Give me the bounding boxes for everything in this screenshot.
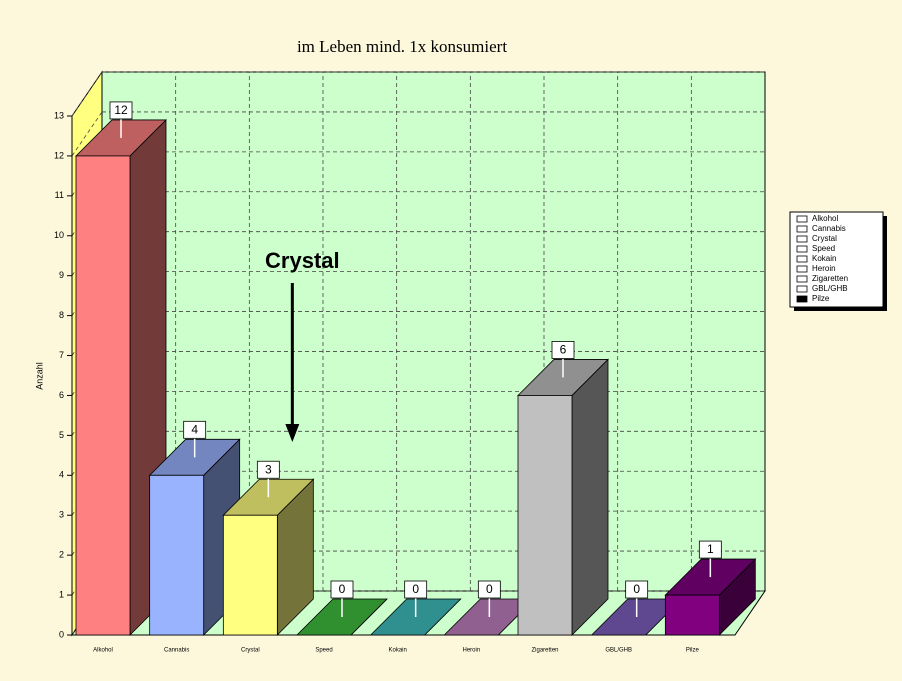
grid-line [71,111,103,157]
value-label: 4 [191,422,198,436]
x-tick-label: GBL/GHB [605,648,632,654]
value-label-box [551,341,575,359]
value-label: 0 [633,582,640,596]
y-tick-label: 4 [59,470,64,480]
value-label: 0 [412,582,419,596]
y-tick-label: 0 [59,629,64,639]
y-tick-label: 8 [59,310,64,320]
legend-swatch [796,295,808,303]
legend-label: Heroin [812,264,836,273]
value-label-box [109,101,133,120]
value-label-box [477,580,501,599]
value-label: 3 [265,462,272,476]
legend-label: Kokain [812,254,836,263]
x-tick-label: Crystal [241,648,260,654]
annotation-arrowhead [285,424,300,442]
legend-swatch [796,225,808,233]
x-tick-label: Cannabis [164,648,189,654]
bar-front [149,474,205,636]
legend-label: Pilze [812,294,830,303]
legend-swatch [796,215,808,223]
y-tick-label: 7 [59,350,64,360]
legend-swatch [796,265,808,273]
legend-label: Cannabis [812,224,846,233]
value-label: 0 [339,582,346,596]
bar-side [571,358,609,636]
legend-swatch [796,285,808,293]
value-label-box [625,580,649,599]
value-label-box [256,460,280,479]
y-tick-label: 6 [59,390,64,400]
value-label-box [404,580,428,599]
value-label: 1 [707,542,714,556]
legend-label: Speed [812,244,835,253]
x-tick-label: Pilze [686,648,700,654]
value-label: 0 [486,582,493,596]
legend-swatch [796,245,808,253]
x-tick-label: Kokain [388,648,406,654]
x-tick-label: Heroin [462,648,480,654]
y-tick-label: 12 [54,150,64,160]
y-tick-label: 13 [54,110,64,120]
value-label: 12 [114,103,128,117]
legend-label: Alkohol [812,214,838,223]
bar-front [517,395,573,636]
y-axis-label: Anzahl [34,362,44,390]
bar-front [222,514,278,636]
y-tick-label: 1 [59,589,64,599]
y-tick-label: 11 [55,190,64,200]
legend-label: GBL/GHB [812,284,848,293]
x-tick-label: Zigaretten [531,648,558,654]
legend-label: Crystal [812,234,837,243]
value-label-box [330,580,354,599]
x-tick-label: Alkohol [93,648,113,654]
annotation: Crystal [265,248,340,273]
legend-swatch [796,275,808,283]
y-tick-label: 9 [59,270,64,280]
bar-front [664,594,720,636]
y-tick-label: 10 [54,230,64,240]
legend: AlkoholCannabisCrystalSpeedKokainHeroinZ… [789,211,887,311]
legend-swatch [796,235,808,243]
chart-title: im Leben mind. 1x konsumiert [297,37,507,56]
value-label-box [183,420,207,439]
value-label-box [698,540,722,559]
x-tick-label: Speed [315,648,332,654]
value-label: 6 [560,343,567,357]
y-tick-label: 3 [59,510,64,520]
legend-swatch [796,255,808,263]
bar-front [75,155,131,636]
grid-line [71,71,103,117]
y-tick-label: 2 [59,550,64,560]
legend-label: Zigaretten [812,274,848,283]
y-tick-label: 5 [59,430,64,440]
